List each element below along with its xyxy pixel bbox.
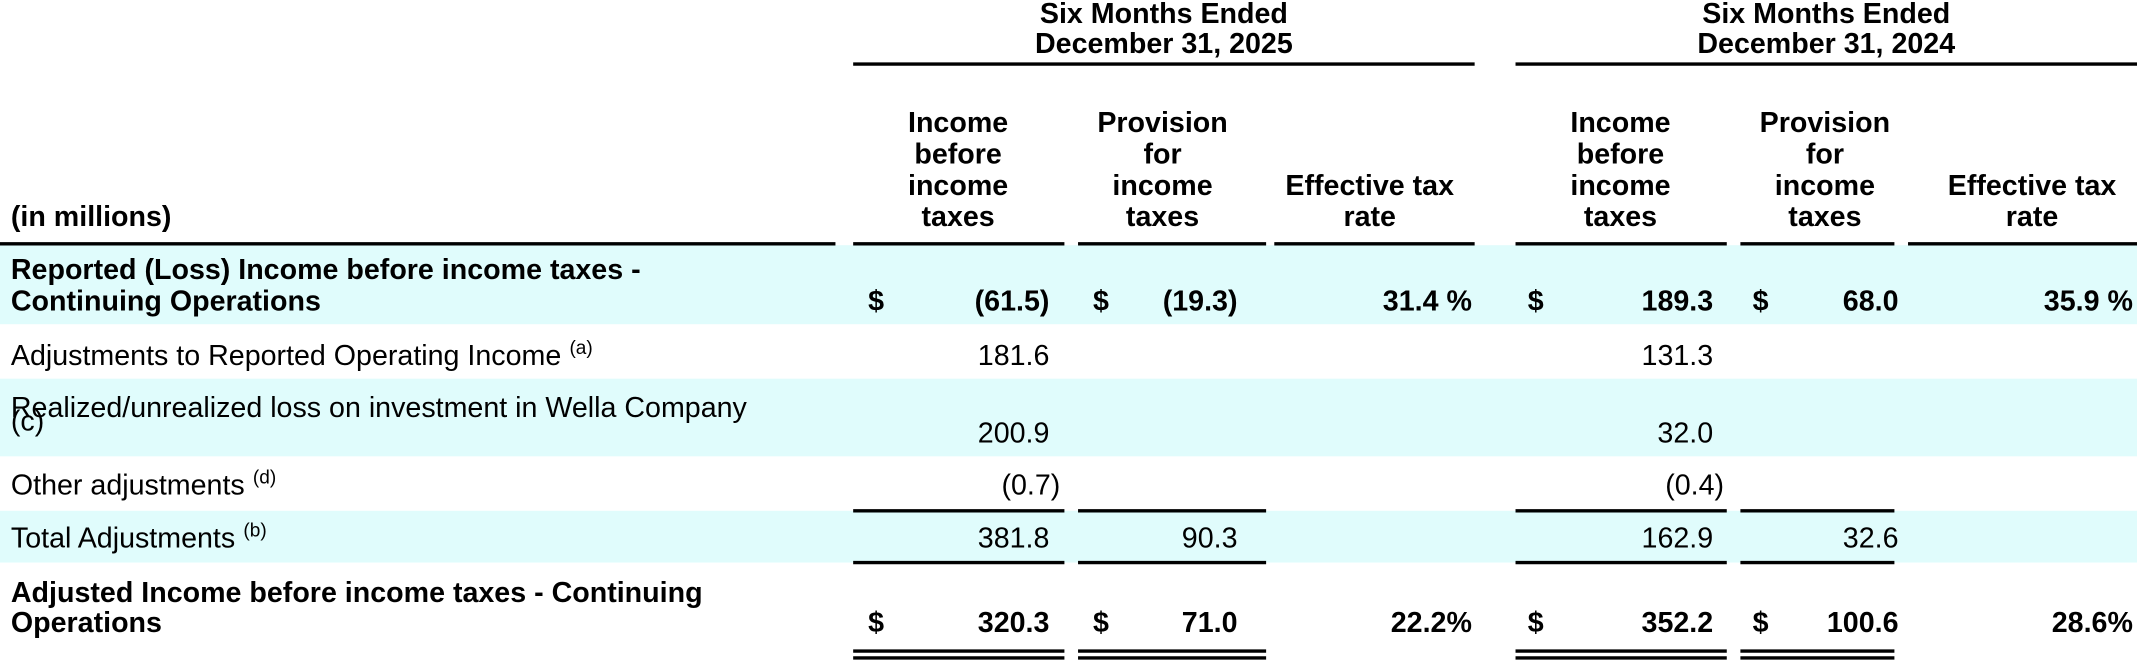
- rules: [0, 62, 2137, 660]
- currency: $: [1093, 286, 1109, 318]
- row-label-text: Operations: [11, 607, 162, 639]
- group-title: December 31, 2025: [1035, 28, 1293, 60]
- row-label: Adjusted Income before income taxes - Co…: [11, 577, 703, 609]
- currency: $: [1528, 286, 1544, 318]
- row-label-text: Total Adjustments: [11, 523, 235, 555]
- group-title: Six Months Ended: [1040, 0, 1288, 30]
- cell-value: 320.3: [978, 607, 1050, 639]
- column-header: Provision: [1097, 107, 1227, 139]
- cell-value: 200.9: [978, 418, 1050, 450]
- cell-value: 131.3: [1642, 340, 1714, 372]
- column-header: income: [1570, 170, 1670, 202]
- column-header: income: [1112, 170, 1212, 202]
- unit-label: (in millions): [11, 201, 172, 233]
- footnote-ref: (c): [11, 405, 44, 437]
- currency: $: [1753, 286, 1769, 318]
- group-title: Six Months Ended: [1702, 0, 1950, 30]
- row-band: [0, 378, 2137, 457]
- cell-value: 35.9 %: [2044, 286, 2133, 318]
- cell-value: (61.5): [975, 286, 1050, 318]
- currency: $: [1528, 607, 1544, 639]
- column-header: rate: [2006, 201, 2058, 233]
- column-header: income: [1775, 170, 1875, 202]
- column-header: Effective tax: [1285, 170, 1454, 202]
- cell-value: 32.0: [1657, 418, 1713, 450]
- cell-value: 32.6: [1843, 523, 1899, 555]
- column-header: taxes: [1788, 201, 1861, 233]
- row-label: Total Adjustments (b): [11, 521, 267, 555]
- footnote-ref: (b): [243, 521, 266, 542]
- row-label: Adjustments to Reported Operating Income…: [11, 338, 593, 372]
- row-label: Realized/unrealized loss on investment i…: [11, 392, 748, 424]
- row-bands: [0, 245, 2137, 563]
- row-label: Reported (Loss) Income before income tax…: [11, 254, 641, 286]
- column-header: rate: [1343, 201, 1395, 233]
- cell-value: (19.3): [1163, 286, 1238, 318]
- column-header: Effective tax: [1948, 170, 2117, 202]
- cell-value: 189.3: [1642, 286, 1714, 318]
- column-header: Income: [908, 107, 1008, 139]
- cell-value: 31.4 %: [1383, 286, 1472, 318]
- column-header: taxes: [922, 201, 995, 233]
- currency: $: [1093, 607, 1109, 639]
- row-label-text: Continuing Operations: [11, 286, 321, 318]
- row-label-text: Other adjustments: [11, 469, 245, 501]
- column-header: before: [1577, 138, 1664, 170]
- footnote-ref: (a): [569, 338, 592, 359]
- column-header: Provision: [1760, 107, 1890, 139]
- cell-value: 381.8: [978, 523, 1050, 555]
- cell-value: (0.7): [1001, 469, 1060, 501]
- column-header: for: [1143, 138, 1181, 170]
- cell-value: 68.0: [1843, 286, 1899, 318]
- column-header: taxes: [1126, 201, 1199, 233]
- row-label: Continuing Operations: [11, 286, 321, 318]
- cell-value: 181.6: [978, 340, 1050, 372]
- row-label: Other adjustments (d): [11, 468, 276, 502]
- currency: $: [1753, 607, 1769, 639]
- footnote-ref: (d): [253, 468, 276, 489]
- cell-value: 90.3: [1182, 523, 1238, 555]
- row-band: [0, 510, 2137, 563]
- cell-value: 100.6: [1827, 607, 1899, 639]
- row-label-text: Adjustments to Reported Operating Income: [11, 340, 561, 372]
- column-header: for: [1806, 138, 1844, 170]
- group-title: December 31, 2024: [1697, 28, 1955, 60]
- row-label-text: Realized/unrealized loss on investment i…: [11, 392, 748, 424]
- column-header: income: [908, 170, 1008, 202]
- row-label: Operations: [11, 607, 162, 639]
- cell-value: 71.0: [1182, 607, 1238, 639]
- row-label-text: Adjusted Income before income taxes - Co…: [11, 577, 703, 609]
- row-label-text: Reported (Loss) Income before income tax…: [11, 254, 641, 286]
- column-header: taxes: [1584, 201, 1657, 233]
- column-header: before: [914, 138, 1001, 170]
- currency: $: [868, 286, 884, 318]
- cell-value: 162.9: [1642, 523, 1714, 555]
- column-header: Income: [1570, 107, 1670, 139]
- cell-value: 22.2%: [1391, 607, 1472, 639]
- cell-value: (0.4): [1665, 469, 1724, 501]
- cell-value: 28.6%: [2052, 607, 2133, 639]
- currency: $: [868, 607, 884, 639]
- row-band: [0, 245, 2137, 325]
- cell-value: 352.2: [1642, 607, 1714, 639]
